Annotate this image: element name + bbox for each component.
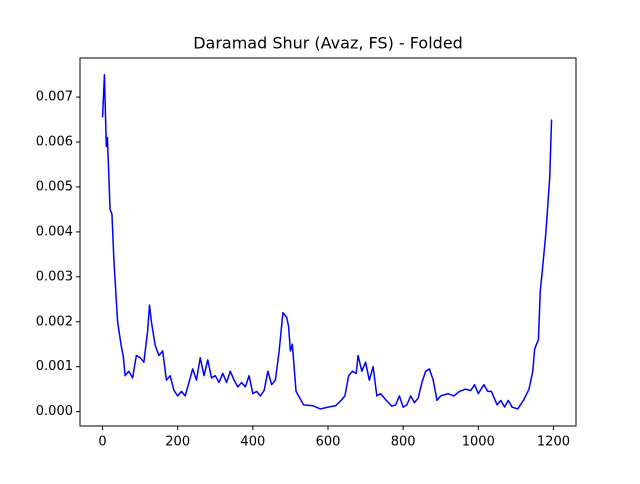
y-tick-label: 0.007 <box>36 90 73 105</box>
x-tick-label: 800 <box>391 435 416 450</box>
x-tick-label: 400 <box>240 435 265 450</box>
y-tick-label: 0.001 <box>36 359 73 374</box>
x-tick-label: 200 <box>165 435 190 450</box>
line-series <box>101 73 553 410</box>
x-tick-label: 600 <box>316 435 341 450</box>
y-tick-label: 0.006 <box>36 135 73 150</box>
y-tick-label: 0.004 <box>36 224 73 239</box>
chart-title: Daramad Shur (Avaz, FS) - Folded <box>193 34 463 53</box>
y-tick-label: 0.002 <box>36 314 73 329</box>
y-tick-label: 0.003 <box>36 269 73 284</box>
x-tick-label: 1000 <box>462 435 495 450</box>
x-tick-label: 0 <box>98 435 106 450</box>
y-tick-label: 0.000 <box>36 404 73 419</box>
y-tick-label: 0.005 <box>36 179 73 194</box>
x-tick-label: 1200 <box>537 435 570 450</box>
